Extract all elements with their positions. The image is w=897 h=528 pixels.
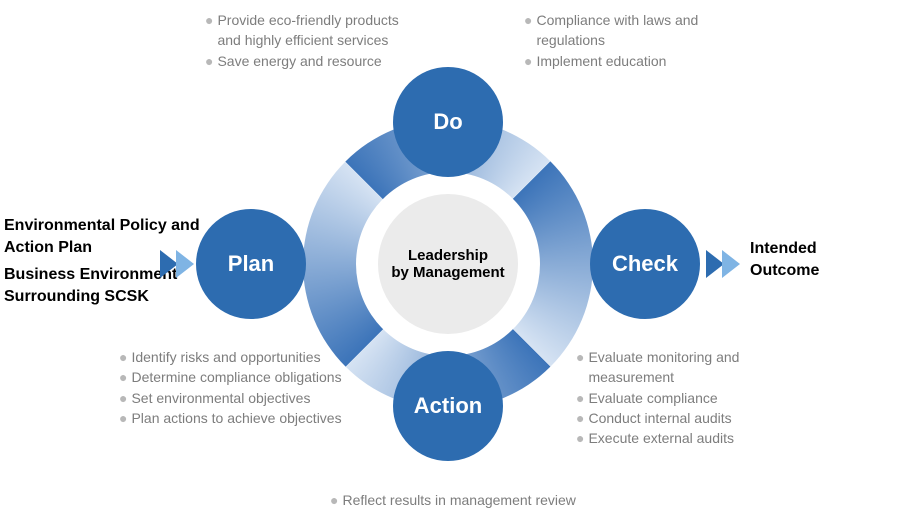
output-line: Outcome xyxy=(750,262,819,279)
center-label: Leadership by Management xyxy=(378,194,518,334)
bullet-text: Identify risks and opportunities xyxy=(131,347,320,367)
bullet-text: Execute external audits xyxy=(588,428,734,448)
bullet-text: Conduct internal audits xyxy=(588,408,731,428)
bullet-text: Implement education xyxy=(536,51,666,71)
input-line: Action Plan xyxy=(4,239,92,256)
bullet-text: Compliance with laws and xyxy=(536,10,698,30)
bullet-text: and highly efficient services xyxy=(217,30,388,50)
bullet-text: Determine compliance obligations xyxy=(131,367,341,387)
bullet-text: Provide eco-friendly products xyxy=(217,10,398,30)
bullets-plan: ●Identify risks and opportunities ●Deter… xyxy=(119,347,342,428)
input-line: Environmental Policy and xyxy=(4,217,200,234)
bullet-text: Plan actions to achieve objectives xyxy=(131,408,341,428)
node-plan: Plan xyxy=(196,209,306,319)
input-arrow-icon xyxy=(160,250,192,278)
pdca-diagram: Leadership by Management Do Check Action… xyxy=(0,0,897,528)
bullets-do-left: ●Provide eco-friendly products ●and high… xyxy=(205,10,399,71)
bullet-text: regulations xyxy=(536,30,605,50)
bullet-text: Evaluate compliance xyxy=(588,388,717,408)
center-line2: by Management xyxy=(391,264,504,281)
bullet-text: Save energy and resource xyxy=(217,51,381,71)
center-line1: Leadership xyxy=(408,247,488,264)
output-line: Intended xyxy=(750,240,817,257)
bullet-text: Evaluate monitoring and xyxy=(588,347,739,367)
node-do: Do xyxy=(393,67,503,177)
bullets-action: ●Reflect results in management review xyxy=(330,490,576,510)
input-line: Business Environment xyxy=(4,264,177,286)
output-arrow-icon xyxy=(706,250,738,278)
node-action: Action xyxy=(393,351,503,461)
bullet-text: Set environmental objectives xyxy=(131,388,310,408)
node-check: Check xyxy=(590,209,700,319)
bullet-text: Reflect results in management review xyxy=(342,490,575,510)
input-line: Surrounding SCSK xyxy=(4,288,149,305)
bullet-text: measurement xyxy=(588,367,674,387)
bullets-check: ●Evaluate monitoring and ●measurement ●E… xyxy=(576,347,739,448)
bullets-do-right: ●Compliance with laws and ●regulations ●… xyxy=(524,10,698,71)
output-label: Intended Outcome xyxy=(750,238,819,281)
